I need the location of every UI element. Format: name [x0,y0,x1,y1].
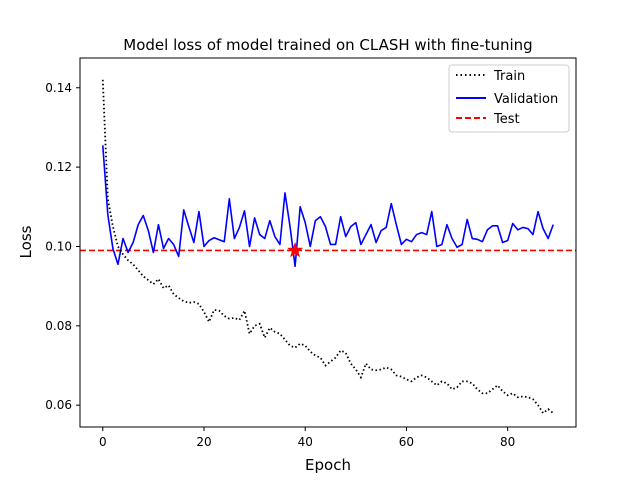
x-tick-label: 40 [298,435,313,449]
chart-title: Model loss of model trained on CLASH wit… [123,36,532,54]
y-tick-label: 0.10 [45,239,72,253]
x-tick-label: 80 [500,435,515,449]
y-tick-label: 0.06 [45,398,72,412]
legend-box [448,64,570,133]
x-axis-label: Epoch [305,456,351,474]
plot-series [80,79,576,415]
y-tick-label: 0.08 [45,319,72,333]
y-axis-label: Loss [17,225,35,258]
axis-ticks: 0 20 40 60 80 0.06 0.08 0.10 0.12 0.14 [45,81,515,449]
test-star-marker [287,241,304,258]
y-tick-label: 0.12 [45,160,72,174]
legend: Train Validation Test [448,64,570,133]
y-tick-label: 0.14 [45,81,72,95]
plot-frame [79,57,577,428]
x-tick-label: 60 [399,435,414,449]
legend-test-label: Test [493,112,520,127]
x-tick-label: 0 [99,435,107,449]
legend-train-label: Train [493,69,525,84]
validation-line [101,145,554,268]
legend-validation-label: Validation [494,92,558,107]
x-tick-label: 20 [196,435,211,449]
